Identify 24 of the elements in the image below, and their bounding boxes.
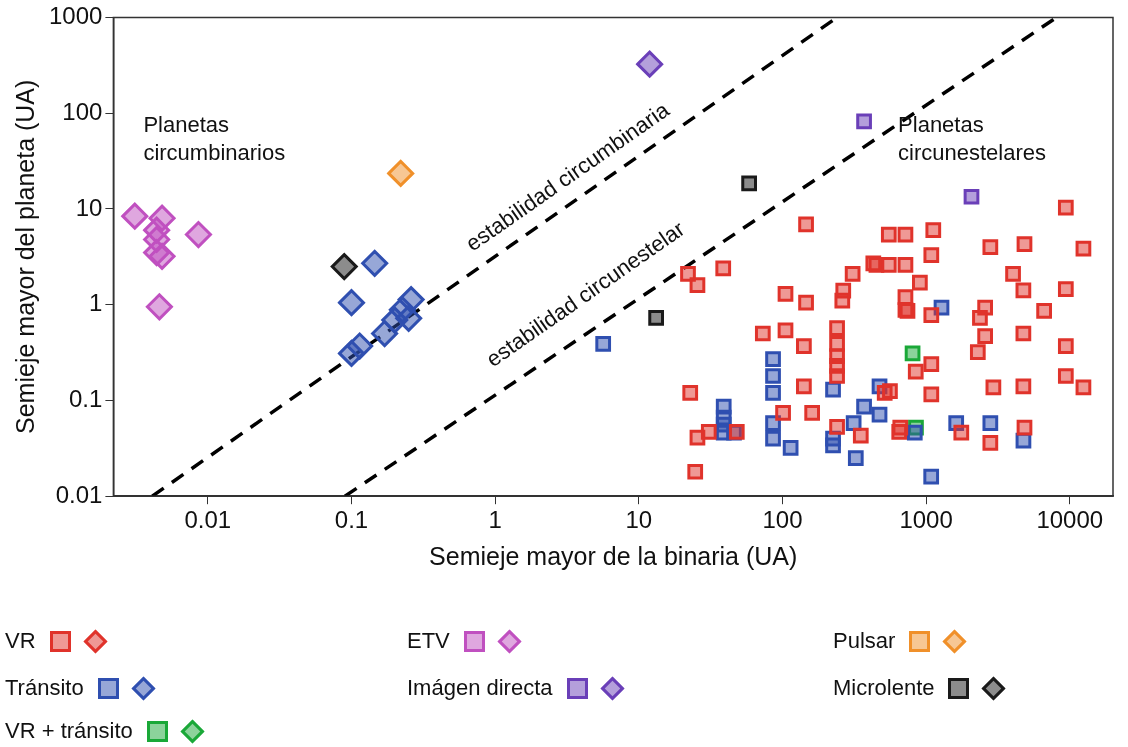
y-axis-title: Semieje mayor del planeta (UA): [10, 79, 39, 434]
legend-label: Pulsar: [833, 628, 896, 654]
y-tick-label: 1: [89, 289, 103, 317]
y-tick-label: 100: [62, 97, 103, 125]
x-axis-title: Semieje mayor de la binaria (UA): [429, 541, 798, 570]
x-tick-label: 10: [625, 506, 653, 534]
legend-label: Tránsito: [5, 675, 84, 701]
legend-label: VR + tránsito: [5, 718, 133, 744]
x-tick-label: 10000: [1036, 506, 1104, 534]
y-tick-label: 0.1: [69, 385, 103, 413]
x-tick-label: 1000: [899, 506, 953, 534]
y-tick-label: 0.01: [55, 480, 103, 508]
y-tick-label: 1000: [49, 2, 103, 30]
y-tick-label: 10: [75, 193, 103, 221]
legend-label: ETV: [407, 628, 450, 654]
legend-label: VR: [5, 628, 36, 654]
x-tick-label: 0.1: [334, 506, 369, 534]
legend-label: Imágen directa: [407, 675, 553, 701]
x-tick-label: 100: [762, 506, 803, 534]
annotation: Planetas circunestelares: [898, 112, 1047, 166]
x-tick-label: 1: [488, 506, 502, 534]
x-tick-label: 0.01: [184, 506, 232, 534]
annotation: Planetas circumbinarios: [143, 112, 286, 166]
legend-label: Microlente: [833, 675, 935, 701]
